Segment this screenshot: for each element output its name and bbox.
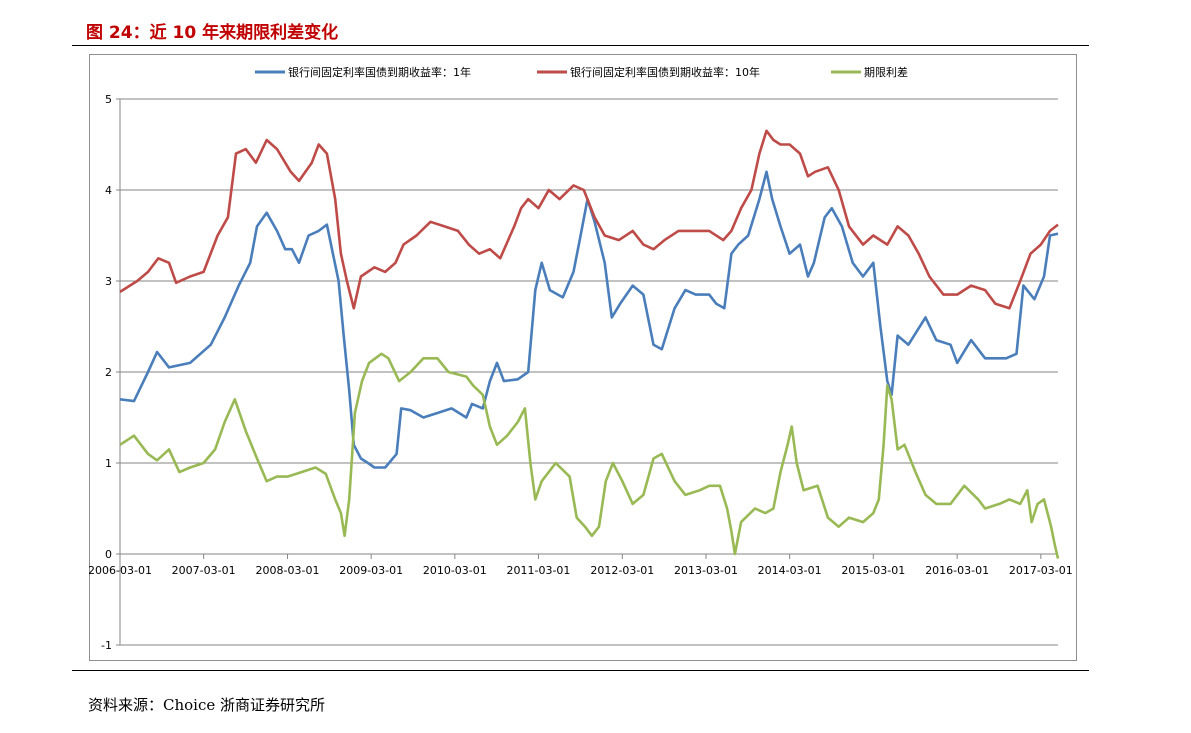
legend-label-3: 期限利差 (864, 65, 908, 79)
y-tick-label: 5 (105, 93, 112, 106)
y-tick-label: 1 (105, 457, 112, 470)
x-tick-label: 2007-03-01 (172, 564, 236, 577)
x-tick-label: 2006-03-01 (89, 564, 152, 577)
x-tick-label: 2015-03-01 (841, 564, 905, 577)
legend: 银行间固定利率国债到期收益率：1年 银行间固定利率国债到期收益率：10年 期限利差 (255, 65, 908, 79)
x-tick-label: 2017-03-01 (1009, 564, 1073, 577)
bottom-rule (72, 670, 1089, 671)
y-tick-label: 4 (105, 184, 112, 197)
x-tick-label: 2008-03-01 (256, 564, 320, 577)
chart-frame (89, 54, 1077, 661)
y-tick-label: 0 (105, 548, 112, 561)
series-layer (119, 129, 1060, 559)
x-tick-label: 2009-03-01 (339, 564, 403, 577)
legend-label-1: 银行间固定利率国债到期收益率：1年 (288, 65, 471, 79)
line-chart: 5 4 3 2 1 0 -1 2006-03-01 2007-03-01 2008-03-01 20… (89, 65, 1073, 652)
x-tick-label: 2016-03-01 (925, 564, 989, 577)
axis-layer: 5 4 3 2 1 0 -1 2006-03-01 2007-03-01 2008-03-01 20… (89, 93, 1073, 652)
legend-label-2: 银行间固定利率国债到期收益率：10年 (570, 65, 760, 79)
x-tick-label: 2014-03-01 (758, 564, 822, 577)
y-tick-label: 3 (105, 275, 112, 288)
x-tick-label: 2013-03-01 (674, 564, 738, 577)
y-tick-label: 2 (105, 366, 112, 379)
x-tick-label: 2011-03-01 (506, 564, 570, 577)
series-line-1 (119, 170, 1059, 469)
top-rule (72, 45, 1089, 46)
series-line-3 (119, 352, 1060, 559)
x-tick-label: 2012-03-01 (590, 564, 654, 577)
figure-title: 图 24：近 10 年来期限利差变化 (86, 23, 339, 43)
y-tick-label: -1 (101, 639, 112, 652)
grid-layer (120, 98, 1058, 646)
series-line-2 (119, 129, 1059, 310)
x-tick-label: 2010-03-01 (423, 564, 487, 577)
source-note: 资料来源：Choice 浙商证券研究所 (88, 696, 326, 714)
